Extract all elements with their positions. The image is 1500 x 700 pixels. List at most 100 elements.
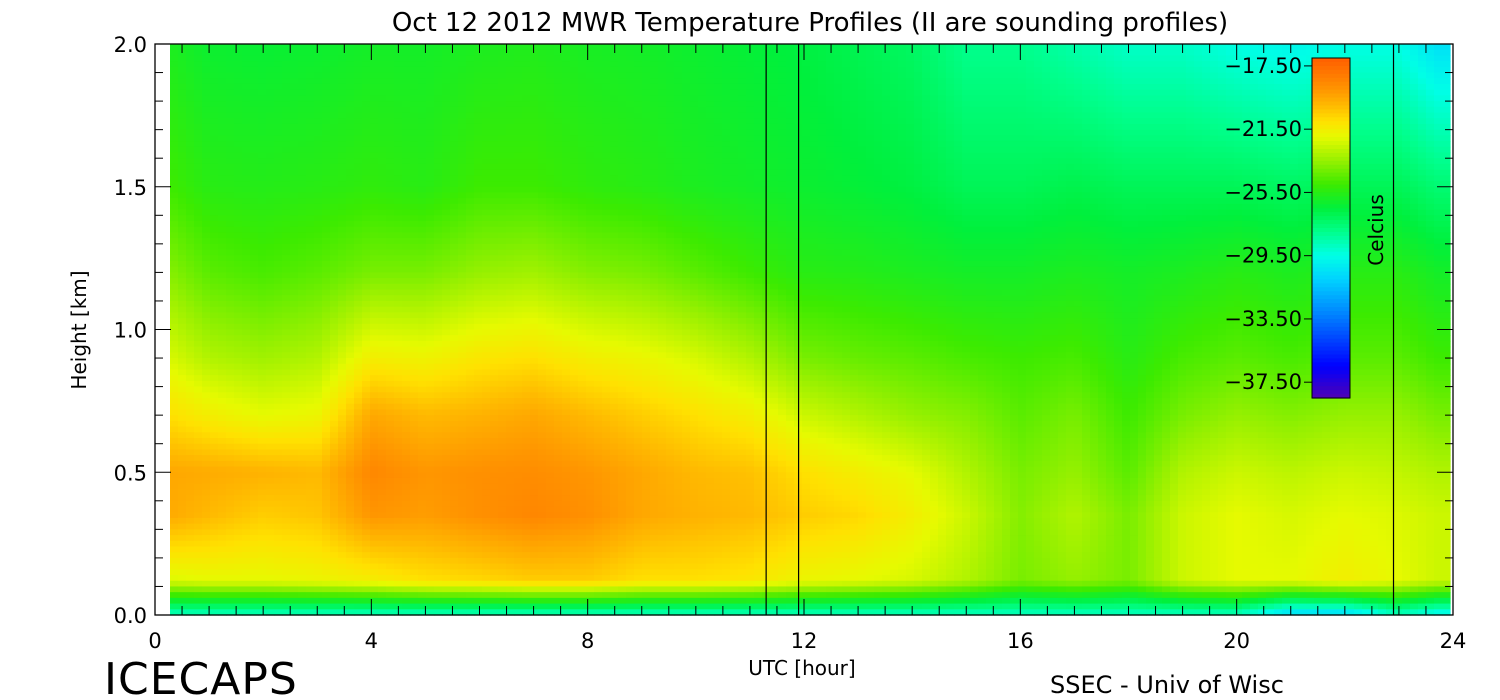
heatmap-cell [490,517,499,525]
heatmap-cell [554,198,563,205]
heatmap-cell [338,175,347,182]
heatmap-cell [522,89,531,96]
heatmap-cell [170,106,179,114]
heatmap-cell [466,609,475,616]
heatmap-cell [554,163,563,171]
heatmap-cell [330,329,339,336]
heatmap-cell [482,369,491,376]
heatmap-cell [258,398,267,405]
heatmap-cell [530,557,539,565]
heatmap-cell [378,226,387,234]
heatmap-cell [338,420,347,428]
heatmap-cell [298,437,307,445]
heatmap-cell [442,466,451,473]
heatmap-cell [170,340,179,348]
heatmap-cell [194,489,203,496]
heatmap-cell [450,460,459,468]
heatmap-cell [370,472,379,479]
heatmap-cell [362,546,371,553]
heatmap-cell [266,597,275,605]
heatmap-cell [442,129,451,136]
heatmap-cell [290,592,299,599]
heatmap-cell [322,112,331,119]
heatmap-cell [434,243,443,251]
heatmap-cell [178,66,187,74]
heatmap-cell [202,83,211,91]
heatmap-cell [306,158,315,165]
heatmap-cell [330,557,339,565]
heatmap-cell [290,72,299,79]
heatmap-cell [338,300,347,308]
heatmap-cell [250,238,259,245]
heatmap-cell [314,449,323,456]
heatmap-cell [418,386,427,393]
heatmap-cell [506,340,515,348]
heatmap-cell [186,472,195,479]
heatmap-cell [546,146,555,154]
heatmap-cell [546,506,555,513]
heatmap-cell [338,586,347,593]
heatmap-cell [498,83,507,91]
heatmap-cell [258,415,267,422]
heatmap-cell [178,312,187,319]
heatmap-cell [482,455,491,462]
heatmap-cell [474,609,483,616]
heatmap-cell [538,152,547,159]
heatmap-cell [530,243,539,251]
heatmap-cell [242,106,251,114]
heatmap-cell [226,335,235,342]
heatmap-cell [466,312,475,319]
heatmap-cell [394,272,403,279]
heatmap-cell [250,312,259,319]
heatmap-cell [338,123,347,131]
heatmap-cell [402,123,411,131]
heatmap-cell [410,55,419,62]
heatmap-cell [258,335,267,342]
heatmap-cell [266,392,275,399]
heatmap-cell [210,437,219,445]
heatmap-cell [466,215,475,222]
heatmap-cell [538,329,547,336]
heatmap-cell [378,409,387,416]
heatmap-cell [522,260,531,268]
heatmap-cell [274,346,283,353]
heatmap-cell [442,529,451,536]
heatmap-cell [386,563,395,570]
heatmap-cell [314,386,323,393]
heatmap-cell [498,101,507,108]
heatmap-cell [274,232,283,239]
heatmap-cell [266,129,275,136]
heatmap-cell [330,455,339,462]
heatmap-cell [378,512,387,519]
heatmap-cell [426,272,435,279]
heatmap-cell [354,489,363,496]
heatmap-cell [202,283,211,291]
heatmap-cell [218,403,227,411]
heatmap-cell [386,66,395,74]
heatmap-cell [322,243,331,251]
heatmap-cell [466,163,475,171]
heatmap-cell [266,243,275,251]
heatmap-cell [506,409,515,416]
heatmap-cell [450,420,459,428]
heatmap-cell [234,146,243,154]
heatmap-cell [170,523,179,530]
heatmap-cell [314,569,323,576]
heatmap-cell [202,415,211,422]
heatmap-cell [562,101,571,108]
heatmap-cell [402,89,411,96]
heatmap-cell [538,141,547,148]
heatmap-cell [298,221,307,228]
heatmap-cell [546,232,555,239]
heatmap-cell [346,129,355,136]
heatmap-cell [466,380,475,388]
heatmap-cell [354,186,363,194]
heatmap-cell [474,512,483,519]
heatmap-cell [450,415,459,422]
heatmap-cell [522,335,531,342]
heatmap-cell [346,112,355,119]
heatmap-cell [258,78,267,85]
heatmap-cell [194,386,203,393]
heatmap-cell [370,346,379,353]
heatmap-cell [538,101,547,108]
